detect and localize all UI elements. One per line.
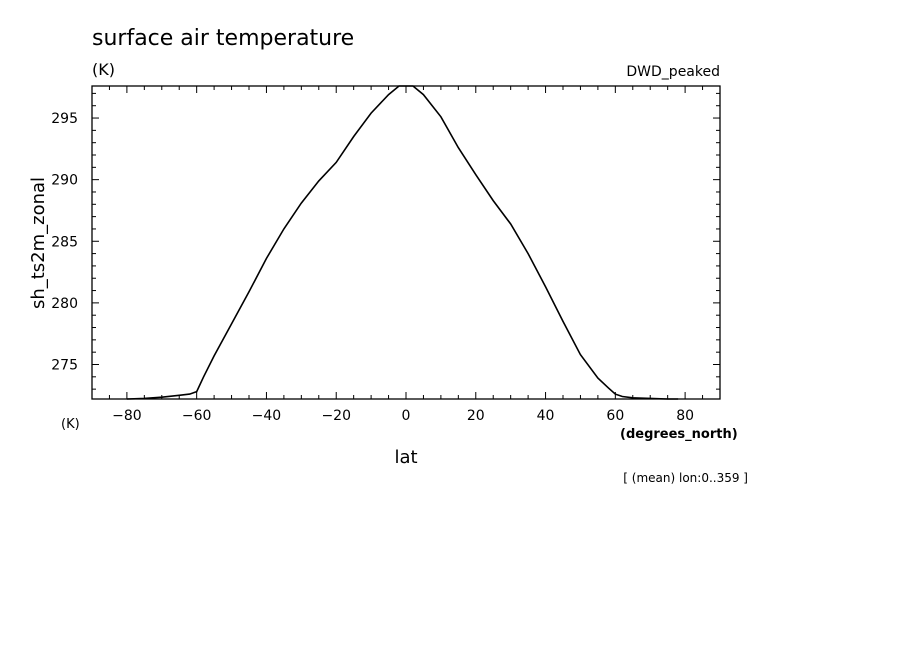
y-tick-label: 275	[51, 357, 78, 373]
x-tick-labels: −80 −60 −40 −20 0 20 40 60 80	[112, 408, 694, 424]
series-line	[126, 85, 679, 400]
chart-title: surface air temperature	[92, 26, 354, 51]
plot-frame	[91, 85, 721, 400]
y-tick-labels: 275 280 285 290 295	[51, 111, 78, 373]
y-axis-title: sh_ts2m_zonal	[28, 177, 49, 309]
y-axis-units: (K)	[61, 417, 80, 432]
x-tick-label: −60	[182, 408, 212, 424]
x-tick-label: 40	[537, 408, 555, 424]
axis-ticks	[91, 86, 721, 399]
y-tick-label: 290	[51, 173, 78, 189]
x-axis-title: lat	[394, 447, 417, 468]
y-tick-label: 280	[51, 296, 78, 312]
y-tick-label: 285	[51, 234, 78, 250]
x-axis-units: (degrees_north)	[620, 427, 738, 442]
units-label: (K)	[92, 60, 115, 79]
x-tick-label: −20	[321, 408, 351, 424]
x-tick-label: −40	[252, 408, 282, 424]
footnote: [ (mean) lon:0..359 ]	[623, 471, 748, 485]
x-tick-label: 60	[606, 408, 624, 424]
x-tick-label: −80	[112, 408, 142, 424]
x-tick-label: 20	[467, 408, 485, 424]
x-tick-label: 80	[676, 408, 694, 424]
x-tick-label: 0	[402, 408, 411, 424]
y-tick-label: 295	[51, 111, 78, 127]
dataset-label: DWD_peaked	[626, 64, 720, 80]
